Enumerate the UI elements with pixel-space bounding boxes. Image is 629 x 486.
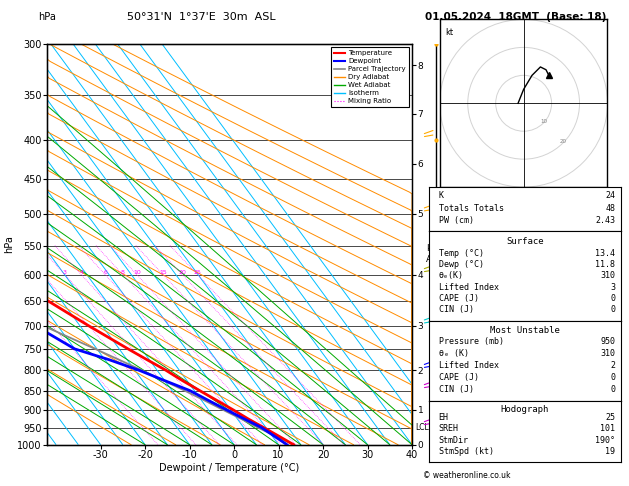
Text: 10: 10 <box>540 119 547 124</box>
Text: 8: 8 <box>121 270 125 275</box>
Text: 20: 20 <box>560 139 567 144</box>
Text: 25: 25 <box>605 413 615 422</box>
Text: StmSpd (kt): StmSpd (kt) <box>438 447 494 456</box>
Text: Dewp (°C): Dewp (°C) <box>438 260 484 269</box>
Text: Lifted Index: Lifted Index <box>438 282 499 292</box>
Text: 3: 3 <box>610 282 615 292</box>
Text: EH: EH <box>438 413 448 422</box>
Text: © weatheronline.co.uk: © weatheronline.co.uk <box>423 471 511 480</box>
X-axis label: Dewpoint / Temperature (°C): Dewpoint / Temperature (°C) <box>160 463 299 473</box>
Text: 310: 310 <box>600 271 615 280</box>
Text: Surface: Surface <box>506 237 543 246</box>
Text: 10: 10 <box>133 270 141 275</box>
Text: 101: 101 <box>600 424 615 434</box>
Text: 0: 0 <box>610 305 615 314</box>
Y-axis label: Mixing Ratio (g/kg): Mixing Ratio (g/kg) <box>443 205 452 284</box>
Text: Pressure (mb): Pressure (mb) <box>438 337 504 346</box>
Text: 15: 15 <box>159 270 167 275</box>
Text: CIN (J): CIN (J) <box>438 305 474 314</box>
Text: CAPE (J): CAPE (J) <box>438 373 479 382</box>
Text: 19: 19 <box>605 447 615 456</box>
Text: PW (cm): PW (cm) <box>438 216 474 226</box>
Text: 310: 310 <box>600 349 615 358</box>
Text: 01.05.2024  18GMT  (Base: 18): 01.05.2024 18GMT (Base: 18) <box>425 12 606 22</box>
Text: 13.4: 13.4 <box>595 249 615 258</box>
Text: Hodograph: Hodograph <box>501 405 549 414</box>
Text: 0: 0 <box>610 294 615 303</box>
Text: 50°31'N  1°37'E  30m  ASL: 50°31'N 1°37'E 30m ASL <box>127 12 276 22</box>
Text: 25: 25 <box>194 270 201 275</box>
Text: hPa: hPa <box>38 12 55 22</box>
Text: 0: 0 <box>610 385 615 394</box>
Text: LCL: LCL <box>415 423 428 432</box>
Text: Temp (°C): Temp (°C) <box>438 249 484 258</box>
Y-axis label: hPa: hPa <box>4 235 14 253</box>
Text: CAPE (J): CAPE (J) <box>438 294 479 303</box>
Text: SREH: SREH <box>438 424 459 434</box>
Text: kt: kt <box>445 28 454 37</box>
Text: 190°: 190° <box>595 436 615 445</box>
Text: 3: 3 <box>63 270 67 275</box>
Text: 950: 950 <box>600 337 615 346</box>
Text: 24: 24 <box>605 191 615 201</box>
Text: StmDir: StmDir <box>438 436 469 445</box>
Text: Totals Totals: Totals Totals <box>438 204 504 213</box>
Text: 6: 6 <box>103 270 107 275</box>
Y-axis label: km
ASL: km ASL <box>426 244 443 263</box>
Text: Lifted Index: Lifted Index <box>438 361 499 370</box>
Text: 4: 4 <box>79 270 84 275</box>
Text: 2.43: 2.43 <box>595 216 615 226</box>
Legend: Temperature, Dewpoint, Parcel Trajectory, Dry Adiabat, Wet Adiabat, Isotherm, Mi: Temperature, Dewpoint, Parcel Trajectory… <box>331 47 408 107</box>
Text: θₑ(K): θₑ(K) <box>438 271 464 280</box>
Text: 20: 20 <box>179 270 186 275</box>
Text: 11.8: 11.8 <box>595 260 615 269</box>
Text: Most Unstable: Most Unstable <box>490 327 560 335</box>
Text: 48: 48 <box>605 204 615 213</box>
Text: CIN (J): CIN (J) <box>438 385 474 394</box>
Text: 0: 0 <box>610 373 615 382</box>
Text: θₑ (K): θₑ (K) <box>438 349 469 358</box>
Text: 2: 2 <box>610 361 615 370</box>
Text: K: K <box>438 191 443 201</box>
